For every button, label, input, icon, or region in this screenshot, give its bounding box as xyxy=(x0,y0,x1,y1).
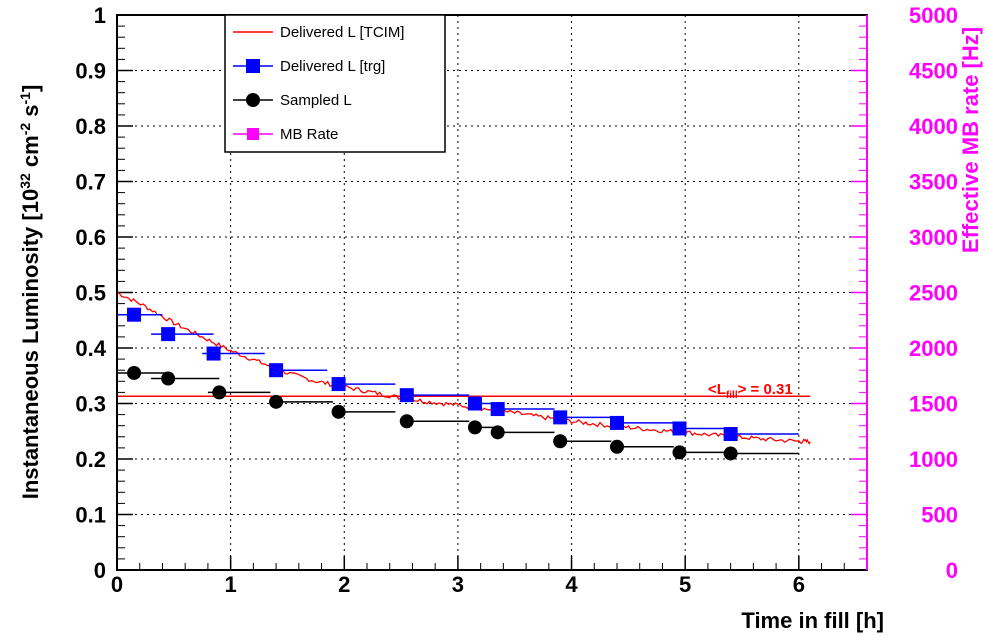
sampled-point xyxy=(399,414,414,429)
average-label-main: <L xyxy=(708,381,726,398)
sampled-point xyxy=(212,385,227,400)
trg-point xyxy=(490,402,505,417)
x-tick-label: 2 xyxy=(338,572,350,597)
x-tick-label: 4 xyxy=(565,572,578,597)
y-tick-label: 0 xyxy=(94,558,106,583)
x-tick-label: 5 xyxy=(679,572,691,597)
sampled-point xyxy=(127,365,142,380)
average-label-rest: > = 0.31 xyxy=(738,381,793,398)
legend: Delivered L [TCIM] Delivered L [trg] Sam… xyxy=(224,14,446,153)
y2-tick-label: 4500 xyxy=(909,59,958,84)
legend-swatch-trg xyxy=(246,59,260,73)
legend-label-tcim: Delivered L [TCIM] xyxy=(280,24,404,41)
trg-point xyxy=(672,421,687,436)
trg-point xyxy=(467,396,482,411)
axis-ticks xyxy=(116,14,867,571)
y-tick-label: 0.1 xyxy=(75,503,106,528)
y2-tick-label: 3500 xyxy=(909,170,958,195)
y2-tick-label: 500 xyxy=(921,503,958,528)
legend-swatch-mb xyxy=(247,128,259,140)
grid-lines xyxy=(117,15,867,570)
y-tick-label: 0.8 xyxy=(75,114,106,139)
y2-axis-title: Effective MB rate [Hz] xyxy=(958,27,983,253)
y2-tick-label: 0 xyxy=(946,558,958,583)
sampled-point xyxy=(490,425,505,440)
trg-point xyxy=(127,307,142,322)
sampled-point xyxy=(467,420,482,435)
trg-point xyxy=(161,327,176,342)
average-luminosity-label: <Lfill> = 0.31 xyxy=(708,381,793,401)
trg-point xyxy=(553,410,568,425)
tick-labels: 0 1 2 3 4 5 6 0 0.1 0.2 0.3 0.4 0.5 0.6 0.7 0.8 0.9 1 0 500… xyxy=(75,3,958,597)
trg-point xyxy=(331,377,346,392)
sampled-point xyxy=(553,434,568,449)
y-axis-title-mid: cm xyxy=(18,135,43,173)
y-axis-title-end: ] xyxy=(18,85,43,92)
y2-tick-label: 2000 xyxy=(909,336,958,361)
y-tick-label: 0.7 xyxy=(75,170,106,195)
y-tick-label: 0.3 xyxy=(75,392,106,417)
y-axis-title-main: Instantaneous Luminosity [10 xyxy=(18,189,43,500)
y-axis-title-exp2: -2 xyxy=(17,123,33,136)
data-series xyxy=(116,291,811,461)
x-axis-title: Time in fill [h] xyxy=(741,608,884,633)
sampled-point xyxy=(610,439,624,454)
legend-box xyxy=(224,14,446,153)
y-tick-label: 0.2 xyxy=(75,447,106,472)
y-tick-label: 0.4 xyxy=(75,336,106,361)
trg-point xyxy=(206,346,221,361)
x-tick-label: 6 xyxy=(793,572,805,597)
x-tick-label: 3 xyxy=(452,572,464,597)
y-axis-title-exp3: -1 xyxy=(17,92,33,105)
legend-swatch-sampled xyxy=(246,93,260,107)
y-tick-label: 1 xyxy=(94,3,106,28)
y-tick-label: 0.5 xyxy=(75,281,106,306)
sampled-point xyxy=(723,446,738,461)
y-tick-label: 0.6 xyxy=(75,225,106,250)
sampled-point xyxy=(161,371,176,386)
y-axis-title: Instantaneous Luminosity [1032 cm-2 s-1] xyxy=(17,85,43,500)
trg-point xyxy=(399,388,414,403)
y2-tick-label: 1000 xyxy=(909,447,958,472)
y-tick-label: 0.9 xyxy=(75,59,106,84)
y2-tick-label: 4000 xyxy=(909,114,958,139)
y-axis-title-mid2: s xyxy=(18,104,43,122)
legend-label-trg: Delivered L [trg] xyxy=(280,58,385,75)
y2-tick-label: 3000 xyxy=(909,225,958,250)
legend-label-sampled: Sampled L xyxy=(280,92,352,109)
trg-point xyxy=(723,427,738,442)
average-label-sub: fill xyxy=(726,390,738,401)
legend-label-mb: MB Rate xyxy=(280,126,338,143)
sampled-point xyxy=(269,394,284,409)
y2-tick-label: 1500 xyxy=(909,392,958,417)
x-tick-label: 1 xyxy=(225,572,237,597)
y2-tick-label: 5000 xyxy=(909,3,958,28)
sampled-point xyxy=(672,445,687,460)
y2-tick-label: 2500 xyxy=(909,281,958,306)
sampled-point xyxy=(331,404,346,419)
trg-point xyxy=(610,415,624,430)
x-tick-label: 0 xyxy=(111,572,123,597)
y-axis-title-exp1: 32 xyxy=(17,173,33,189)
trg-point xyxy=(269,363,284,378)
